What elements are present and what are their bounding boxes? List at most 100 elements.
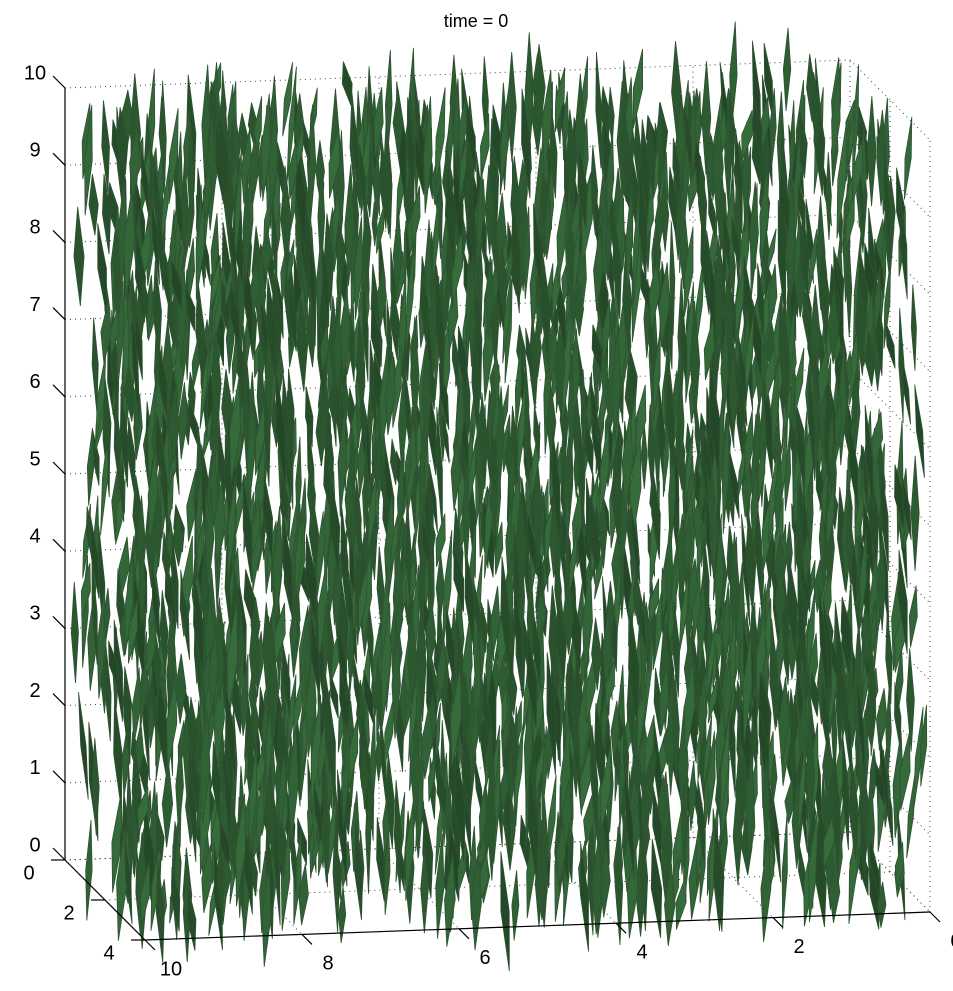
streak xyxy=(109,308,120,355)
streak xyxy=(385,752,395,850)
streak xyxy=(158,345,168,421)
streak xyxy=(305,534,317,624)
x-tick-label: 10 xyxy=(160,958,182,980)
streak xyxy=(116,107,129,176)
streak xyxy=(694,403,701,468)
streak xyxy=(570,667,579,756)
streak xyxy=(669,221,676,336)
streak xyxy=(217,426,226,502)
streak xyxy=(812,367,819,479)
streak xyxy=(567,526,578,601)
streak xyxy=(113,697,123,810)
streak xyxy=(292,675,303,740)
streak xyxy=(521,88,531,199)
streak xyxy=(599,419,610,517)
streak xyxy=(590,725,599,841)
streak xyxy=(344,164,355,286)
streak xyxy=(540,252,551,365)
streak xyxy=(417,555,425,638)
streak xyxy=(702,715,713,791)
streak xyxy=(873,239,885,299)
z-tick-label: 7 xyxy=(29,294,40,316)
streak xyxy=(113,619,124,722)
streak xyxy=(815,834,827,928)
streak xyxy=(797,735,807,845)
streak xyxy=(489,479,498,526)
streak xyxy=(860,767,870,842)
x-tick xyxy=(144,939,156,951)
streak xyxy=(646,117,656,199)
streak xyxy=(547,774,557,866)
streak xyxy=(577,145,588,231)
streak xyxy=(486,727,495,795)
streak xyxy=(414,133,425,196)
streak xyxy=(898,308,905,422)
streak xyxy=(454,745,466,864)
streak xyxy=(282,62,293,137)
streak xyxy=(425,599,436,669)
streak xyxy=(118,536,130,597)
streak xyxy=(877,881,887,928)
streak xyxy=(808,364,816,481)
streak xyxy=(175,738,184,834)
streak xyxy=(468,177,477,273)
streak xyxy=(599,844,611,918)
streak xyxy=(73,206,85,307)
streak xyxy=(85,819,93,921)
streak xyxy=(390,511,400,572)
streak xyxy=(317,365,330,446)
streak xyxy=(298,863,309,926)
streak xyxy=(91,738,100,836)
streak xyxy=(591,617,602,691)
streak xyxy=(867,636,876,737)
streak xyxy=(272,506,283,628)
streak xyxy=(920,704,928,787)
streak xyxy=(610,700,620,762)
streak xyxy=(230,282,240,353)
streak xyxy=(441,409,450,464)
streak xyxy=(248,743,258,851)
streak xyxy=(421,703,433,780)
streak xyxy=(304,626,311,696)
streak xyxy=(845,503,854,583)
streak xyxy=(326,728,336,785)
streak xyxy=(562,91,569,161)
streak xyxy=(523,686,533,807)
streak xyxy=(432,189,440,290)
streak xyxy=(828,411,834,471)
streak xyxy=(127,597,139,664)
streak xyxy=(525,327,534,382)
streak xyxy=(137,786,149,833)
streak xyxy=(323,213,334,310)
streak xyxy=(640,423,648,489)
streak xyxy=(273,805,281,926)
streak xyxy=(533,44,546,131)
streak xyxy=(282,643,291,718)
streak xyxy=(411,185,421,248)
streak xyxy=(499,104,509,187)
streak xyxy=(124,551,134,656)
streak xyxy=(88,173,99,236)
streak xyxy=(741,110,753,160)
streak xyxy=(224,264,234,309)
streak xyxy=(438,363,450,430)
x-tick xyxy=(929,911,941,923)
streak xyxy=(738,335,747,407)
streak xyxy=(551,426,561,546)
y-tick-label: 4 xyxy=(103,942,114,964)
streak xyxy=(379,140,389,229)
streak xyxy=(422,808,434,899)
streak xyxy=(875,688,888,751)
streak xyxy=(291,610,298,658)
streak xyxy=(281,374,291,469)
streak xyxy=(720,321,730,418)
streak xyxy=(111,791,123,893)
streak xyxy=(906,773,916,859)
streak xyxy=(207,337,215,387)
streak xyxy=(140,861,151,927)
streak xyxy=(825,152,832,240)
streak xyxy=(437,637,447,702)
streak xyxy=(175,175,184,246)
z-tick xyxy=(52,615,66,629)
streak xyxy=(849,325,859,406)
